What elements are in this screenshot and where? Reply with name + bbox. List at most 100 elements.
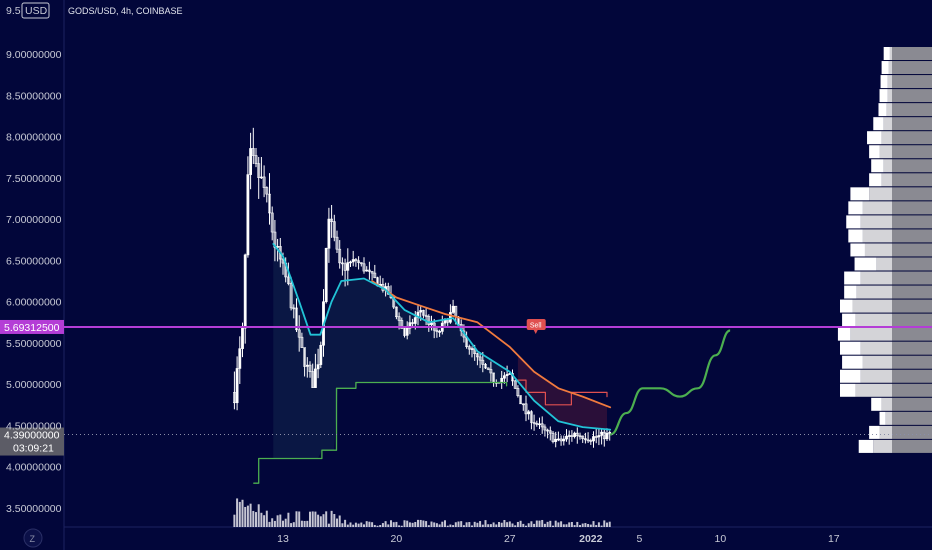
candle-body — [567, 435, 571, 437]
profile-bar-left — [862, 355, 892, 369]
y-tick-label: 9.00000000 — [6, 49, 62, 61]
zoom-reset-button[interactable] — [23, 528, 43, 548]
candle-body — [605, 432, 609, 440]
profile-bar-right — [892, 117, 932, 131]
candle-body — [238, 348, 242, 369]
candle-body — [335, 236, 339, 250]
profile-bar-left — [869, 187, 892, 201]
zoom-button-label[interactable]: Z — [30, 534, 36, 544]
profile-bar-left — [881, 173, 892, 187]
sell-marker-label: Sell — [530, 323, 542, 330]
x-tick-label: 17 — [828, 533, 840, 545]
profile-bar-left — [887, 75, 892, 89]
candle-body — [546, 429, 550, 432]
candle-body — [559, 438, 563, 442]
volume-bar — [503, 520, 506, 527]
candle-body — [430, 322, 433, 325]
volume-bar — [319, 516, 322, 527]
candle-body — [373, 272, 377, 279]
volume-bar — [522, 523, 525, 527]
profile-bar-left — [855, 383, 892, 397]
volume-bar — [484, 520, 487, 527]
horizontal-level-label: 5.69312500 — [4, 322, 60, 334]
profile-bar-left — [885, 411, 892, 425]
volume-bar — [581, 523, 584, 527]
candle-body — [538, 423, 541, 426]
volume-bar — [400, 525, 403, 527]
candle-body — [505, 374, 509, 376]
candle-body — [300, 336, 304, 348]
profile-bar-extra — [837, 327, 851, 341]
volume-bar — [252, 510, 255, 527]
candle-body — [330, 218, 334, 222]
volume-bar — [498, 522, 500, 527]
profile-bar-left — [876, 257, 892, 271]
candle-body — [602, 431, 606, 440]
profile-bar-right — [892, 145, 932, 159]
countdown-label: 03:09:21 — [13, 443, 54, 455]
candle-body — [297, 329, 301, 338]
profile-bar-extra — [871, 397, 882, 411]
profile-bar-left — [879, 425, 892, 439]
candle-body — [532, 422, 536, 424]
candle-body — [233, 392, 236, 404]
profile-bar-right — [892, 159, 932, 173]
profile-bar-right — [892, 355, 932, 369]
currency-badge[interactable] — [21, 2, 50, 19]
candle-body — [370, 271, 374, 274]
volume-bar — [492, 522, 495, 527]
candle-body — [438, 331, 442, 333]
profile-bar-left — [856, 285, 892, 299]
lower-cloud-fill — [273, 243, 505, 459]
volume-bar — [414, 522, 417, 527]
profile-bar-left — [883, 159, 892, 173]
profile-bar-right — [892, 47, 932, 60]
candle-body — [419, 310, 423, 313]
volume-bar — [446, 525, 449, 527]
volume-bar — [568, 522, 571, 527]
volume-bar — [557, 522, 560, 527]
candle-body — [311, 371, 315, 388]
currency-label[interactable]: USD — [25, 5, 48, 17]
volume-bar — [333, 514, 336, 527]
candle-body — [332, 221, 336, 238]
profile-bar-extra — [844, 271, 861, 285]
candle-body — [489, 369, 493, 374]
volume-bar — [500, 522, 503, 527]
volume-bar — [311, 511, 314, 527]
candle-body — [408, 322, 412, 329]
green-support-line — [253, 381, 508, 484]
profile-bar-extra — [879, 89, 888, 103]
volume-bar — [570, 521, 573, 527]
candle-body — [308, 364, 312, 372]
candle-body — [249, 148, 253, 175]
volume-bar — [341, 523, 344, 527]
candlesticks — [233, 127, 612, 448]
candle-body — [551, 432, 555, 442]
candle-body — [365, 269, 369, 272]
volume-bar — [300, 520, 303, 527]
volume-bar — [438, 524, 441, 527]
profile-bar-extra — [867, 131, 882, 145]
y-tick-label: 7.50000000 — [6, 173, 62, 185]
profile-bar-left — [862, 229, 892, 243]
profile-bar-right — [892, 229, 932, 243]
profile-bar-right — [892, 341, 932, 355]
y-tick-label: 5.00000000 — [6, 379, 62, 391]
volume-bar — [549, 520, 552, 527]
upper-cloud-fill — [517, 355, 607, 430]
volume-bar — [330, 510, 333, 527]
y-tick-label: 4.00000000 — [6, 462, 62, 474]
volume-bar — [390, 520, 392, 527]
volume-bar — [514, 525, 517, 527]
candle-body — [562, 438, 566, 442]
volume-bar — [430, 521, 433, 527]
volume-bar — [263, 515, 266, 527]
profile-bar-right — [892, 299, 932, 313]
volume-bar — [290, 523, 293, 527]
candle-body — [540, 423, 544, 428]
volume-profile — [837, 47, 932, 453]
candle-body — [524, 403, 528, 415]
candle-body — [295, 307, 298, 331]
